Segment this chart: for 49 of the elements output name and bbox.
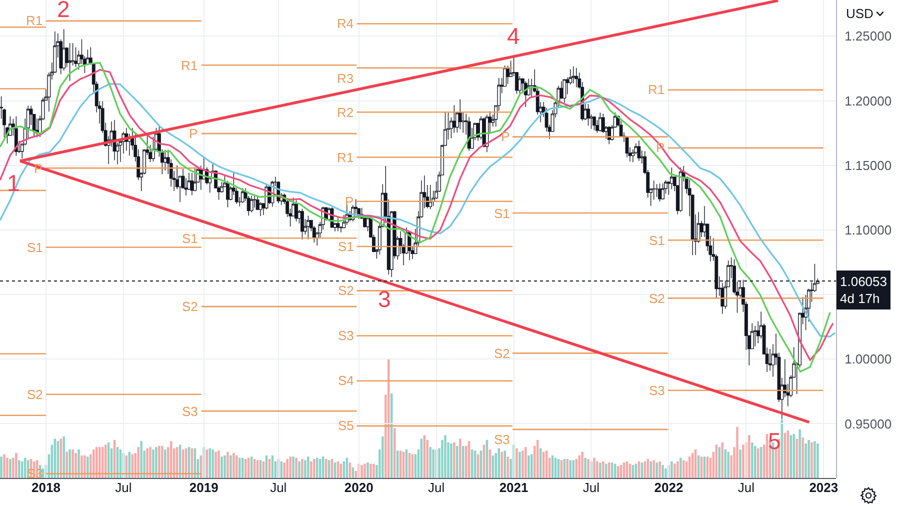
x-tick-label: 2018 xyxy=(32,480,60,495)
series-label: P xyxy=(345,194,354,209)
y-tick-label: 1.15000 xyxy=(844,158,892,173)
series-label: S3 xyxy=(338,328,354,343)
series-label: S1 xyxy=(649,233,665,248)
series-label: P xyxy=(501,129,510,144)
y-tick-label: 1.25000 xyxy=(844,28,892,44)
x-tick-label: Jul xyxy=(738,480,755,495)
series-label: R4 xyxy=(337,16,354,31)
series-label: R1 xyxy=(181,58,198,73)
series-label: S5 xyxy=(338,418,354,433)
y-tick-label: 1.00000 xyxy=(844,352,892,367)
y-tick-label: 1.20000 xyxy=(844,93,892,108)
series-label: S3 xyxy=(182,404,198,419)
x-tick-label: 2020 xyxy=(344,480,374,495)
x-tick-label: 2023 xyxy=(809,480,838,495)
ref-line-label: 1.06053 4d 17h xyxy=(840,274,887,306)
series-label: S1 xyxy=(494,206,510,221)
series-label: P xyxy=(189,126,198,141)
annotation: 5 xyxy=(768,428,781,454)
series-label: R1 xyxy=(648,82,665,97)
series-label: S1 xyxy=(27,240,43,255)
series-label: R1 xyxy=(26,13,43,28)
annotation: 3 xyxy=(378,286,391,312)
series-label: S2 xyxy=(27,387,43,402)
series-label: S2 xyxy=(338,283,354,298)
annotation: 4 xyxy=(507,23,520,49)
series-label: S1 xyxy=(338,239,354,254)
series-label: S2 xyxy=(182,299,198,314)
annotation: 2 xyxy=(57,0,70,22)
series-label: R2 xyxy=(337,105,354,120)
series-label: S4 xyxy=(338,373,354,388)
x-tick-label: 2022 xyxy=(654,480,684,495)
series-label: S2 xyxy=(494,346,510,361)
x-tick-label: Jul xyxy=(428,480,445,495)
series-label: R3 xyxy=(337,71,354,86)
series-label: S2 xyxy=(649,291,665,306)
x-tick-label: Jul xyxy=(582,480,600,495)
series-label: S1 xyxy=(182,231,198,246)
x-tick-label: Jul xyxy=(115,480,132,495)
series-label: S3 xyxy=(649,383,665,398)
x-tick-label: 2021 xyxy=(499,480,528,495)
x-tick-label: 2019 xyxy=(189,480,218,495)
y-axis-title: USD xyxy=(846,6,874,22)
y-tick-label: 0.95000 xyxy=(844,416,892,432)
series-label: R1 xyxy=(337,150,354,165)
series-label: S3 xyxy=(494,432,510,447)
x-tick-label: Jul xyxy=(270,480,287,495)
y-tick-label: 1.10000 xyxy=(844,222,892,238)
